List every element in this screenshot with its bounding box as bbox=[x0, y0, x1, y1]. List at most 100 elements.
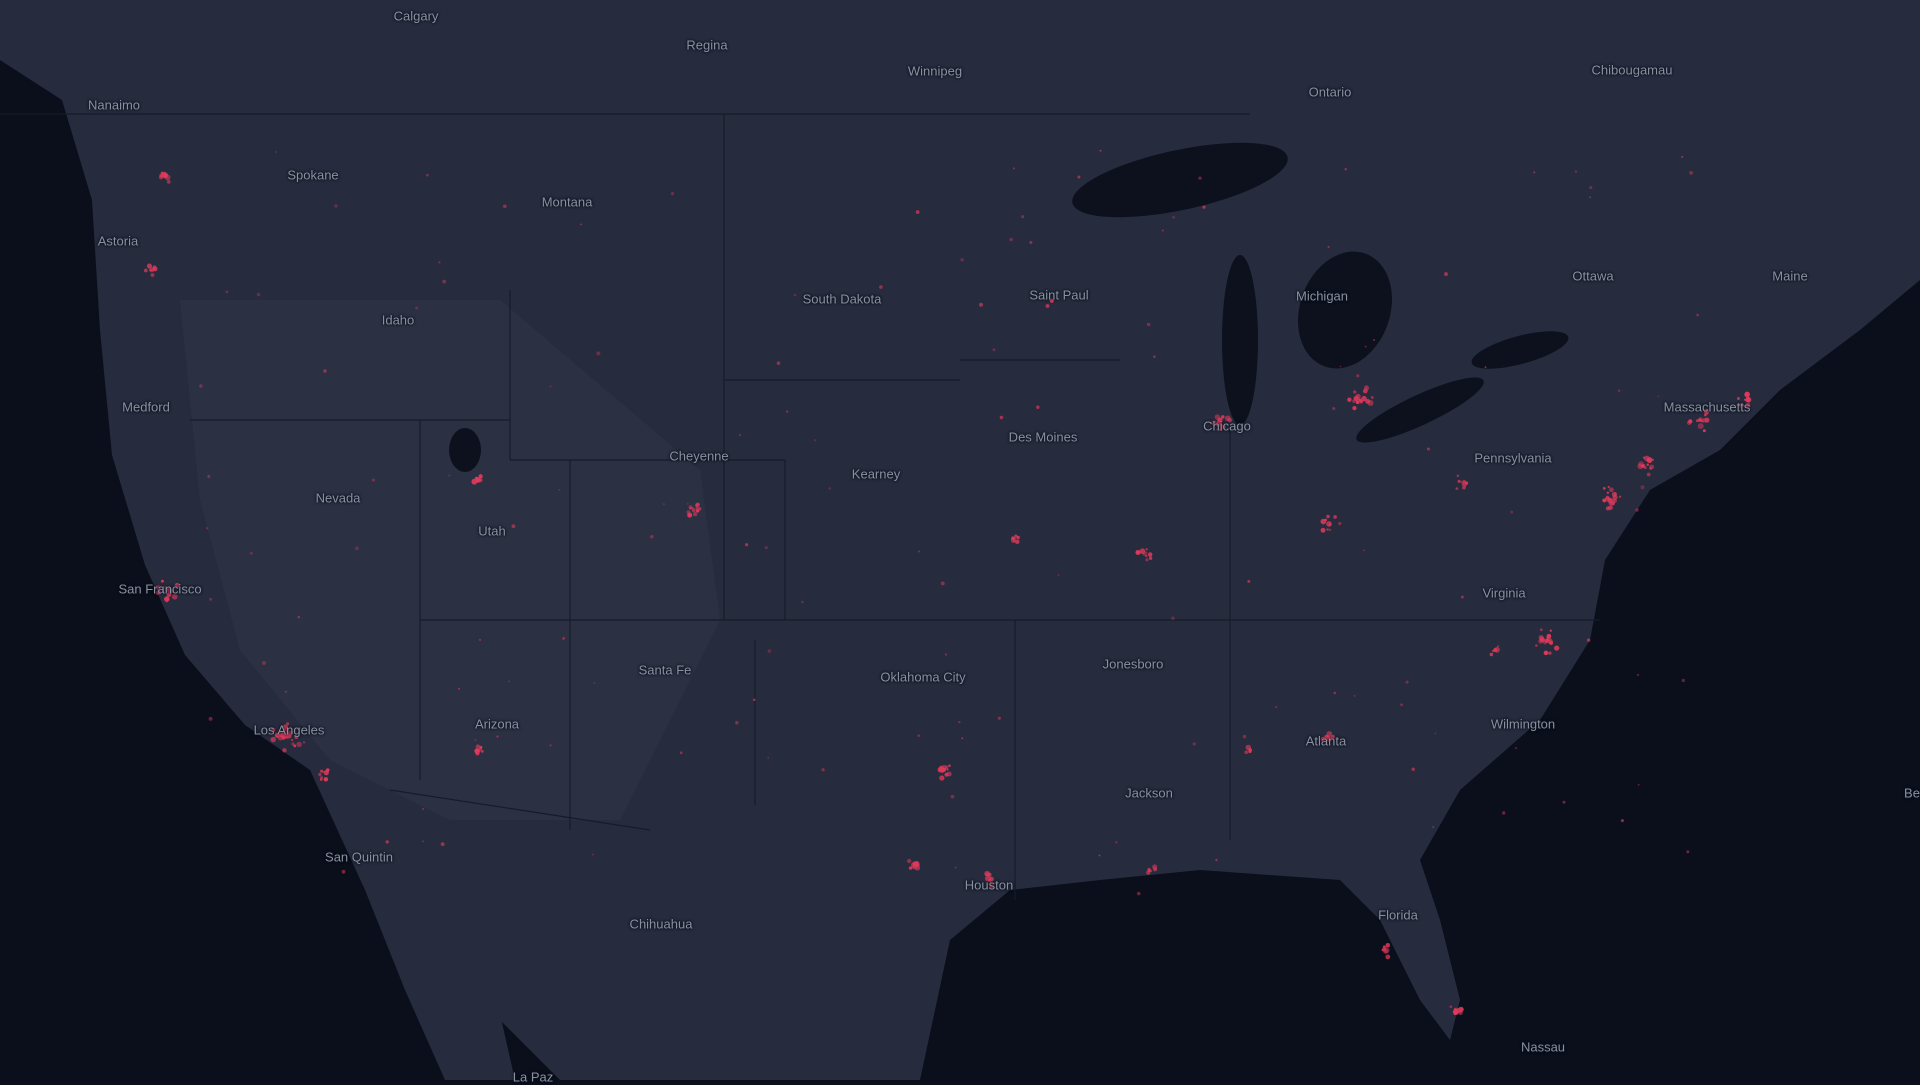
place-label-cheyenne: Cheyenne bbox=[669, 448, 729, 464]
hotspot-point bbox=[289, 730, 294, 734]
hotspot-point bbox=[283, 726, 289, 732]
hotspot-point bbox=[1332, 406, 1336, 411]
hotspot-point bbox=[206, 527, 209, 530]
hotspot-point bbox=[650, 535, 654, 539]
place-label-santa-fe: Santa Fe bbox=[638, 662, 692, 678]
hotspot-point bbox=[422, 808, 425, 810]
hotspot-point bbox=[1607, 485, 1610, 489]
hotspot-point bbox=[1510, 510, 1514, 514]
hotspot-point bbox=[1328, 523, 1332, 527]
hotspot-point bbox=[496, 735, 499, 738]
place-label-regina: Regina bbox=[686, 37, 728, 53]
hotspot-point bbox=[1460, 480, 1463, 484]
hotspot-point bbox=[997, 716, 1001, 720]
hotspot-point bbox=[1589, 185, 1593, 190]
hotspot-point bbox=[954, 866, 957, 869]
hotspot-point bbox=[1642, 456, 1646, 459]
hotspot-point bbox=[1544, 638, 1549, 643]
hotspot-point bbox=[814, 439, 817, 442]
hotspot-point bbox=[744, 543, 749, 547]
hotspot-point bbox=[1696, 313, 1699, 317]
hotspot-point bbox=[694, 503, 700, 508]
hotspot-point bbox=[355, 546, 359, 551]
place-label-san-francisco: San Francisco bbox=[118, 581, 202, 597]
hotspot-point bbox=[1646, 457, 1653, 464]
hotspot-point bbox=[1356, 398, 1362, 404]
hotspot-point bbox=[1703, 408, 1709, 414]
hotspot-point bbox=[385, 840, 389, 844]
hotspot-point bbox=[270, 736, 276, 743]
hotspot-point bbox=[1574, 170, 1578, 173]
hotspot-point bbox=[591, 853, 594, 856]
hotspot-point bbox=[1098, 854, 1101, 857]
place-label-be: Be bbox=[1904, 785, 1920, 801]
hotspot-point bbox=[1353, 390, 1357, 394]
place-label-michigan: Michigan bbox=[1295, 288, 1349, 304]
hotspot-point bbox=[1370, 396, 1374, 399]
hotspot-point bbox=[1641, 463, 1646, 468]
hotspot-point bbox=[1385, 943, 1391, 948]
hotspot-point bbox=[448, 474, 451, 477]
place-label-la-paz: La Paz bbox=[512, 1069, 554, 1085]
place-label-idaho: Idaho bbox=[381, 312, 415, 328]
hotspot-point bbox=[1362, 388, 1368, 394]
hotspot-point bbox=[739, 434, 741, 436]
place-label-des-moines: Des Moines bbox=[1008, 429, 1078, 445]
hotspot-point bbox=[1462, 485, 1466, 490]
hotspot-point bbox=[170, 590, 174, 594]
hotspot-point bbox=[1458, 1010, 1463, 1016]
hotspot-point bbox=[1009, 237, 1013, 242]
hotspot-point bbox=[425, 173, 429, 177]
hotspot-point bbox=[1589, 196, 1591, 199]
hotspot-point bbox=[1618, 495, 1622, 498]
place-label-nevada: Nevada bbox=[315, 490, 361, 506]
hotspot-point bbox=[323, 777, 329, 782]
hotspot-point bbox=[1344, 167, 1347, 171]
hotspot-point bbox=[1202, 205, 1206, 209]
hotspot-point bbox=[1115, 841, 1118, 844]
hotspot-layer bbox=[143, 149, 1752, 1016]
place-label-kearney: Kearney bbox=[851, 466, 901, 482]
hotspot-point bbox=[1606, 491, 1610, 494]
hotspot-point bbox=[1533, 171, 1536, 174]
hotspot-point bbox=[371, 478, 375, 482]
hotspot-point bbox=[284, 690, 287, 693]
hotspot-point bbox=[908, 866, 913, 870]
hotspot-point bbox=[688, 505, 693, 510]
hotspot-point bbox=[174, 582, 180, 588]
hotspot-point bbox=[948, 764, 951, 768]
hotspot-point bbox=[879, 285, 883, 289]
hotspot-point bbox=[162, 589, 165, 592]
hotspot-point bbox=[1548, 651, 1552, 655]
hotspot-point bbox=[1460, 595, 1464, 599]
hotspot-point bbox=[1326, 731, 1333, 737]
hotspot-point bbox=[1363, 549, 1366, 552]
hotspot-point bbox=[1077, 175, 1081, 179]
hotspot-point bbox=[1036, 405, 1040, 409]
hotspot-point bbox=[1148, 556, 1153, 560]
hotspot-point bbox=[1554, 645, 1560, 651]
hotspot-point bbox=[1640, 485, 1645, 490]
hotspot-point bbox=[1620, 819, 1624, 823]
hotspot-point bbox=[1367, 399, 1374, 406]
hotspot-point bbox=[906, 858, 912, 864]
hotspot-point bbox=[912, 864, 918, 870]
hotspot-point bbox=[1704, 413, 1707, 417]
hotspot-point bbox=[1510, 456, 1513, 459]
hotspot-point bbox=[695, 509, 700, 513]
hotspot-point bbox=[1012, 167, 1015, 170]
hotspot-point bbox=[960, 258, 964, 262]
hotspot-point bbox=[1744, 391, 1750, 398]
hotspot-point bbox=[1586, 638, 1591, 642]
hotspot-point bbox=[1014, 534, 1018, 538]
hotspot-point bbox=[1373, 339, 1376, 341]
hotspot-point bbox=[662, 503, 665, 506]
lakes bbox=[449, 142, 1569, 472]
hotspot-point bbox=[1608, 501, 1613, 506]
hotspot-point bbox=[474, 739, 477, 742]
place-label-arizona: Arizona bbox=[474, 716, 520, 732]
hotspot-point bbox=[277, 734, 284, 741]
hotspot-point bbox=[767, 649, 772, 653]
hotspot-point bbox=[593, 682, 596, 685]
